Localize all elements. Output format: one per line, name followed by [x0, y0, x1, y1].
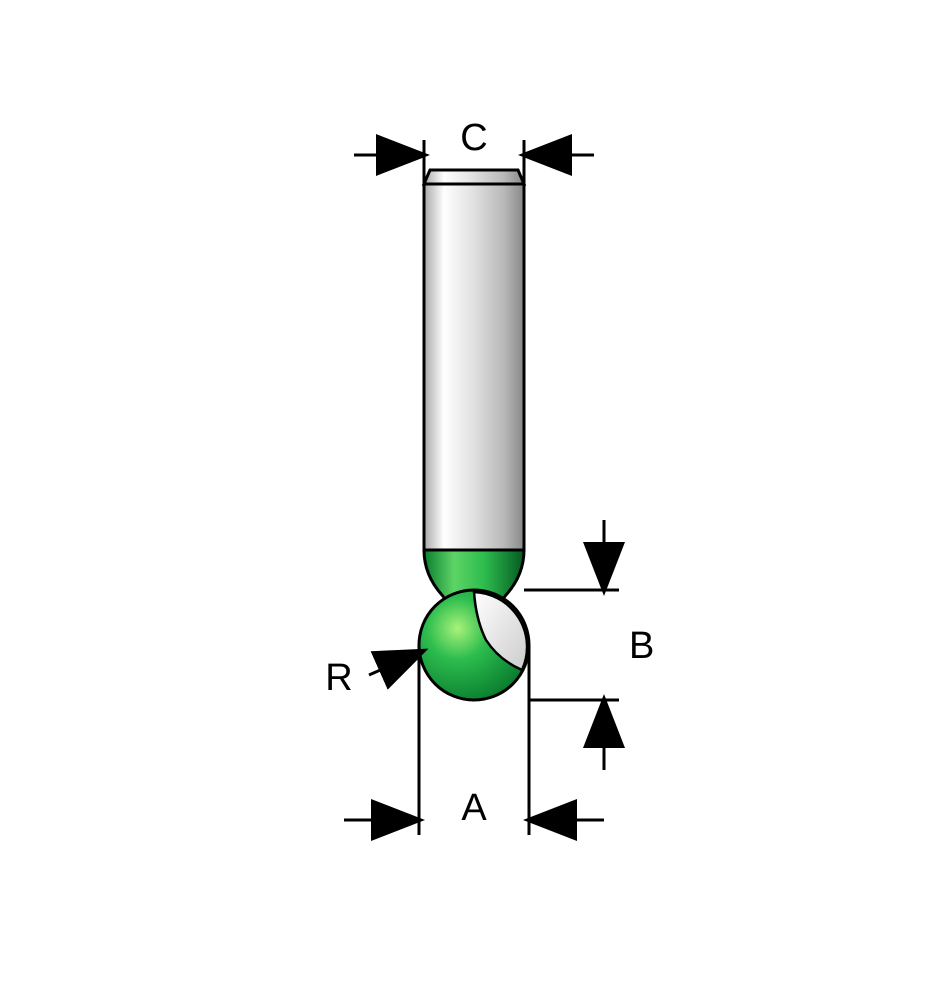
label-c: C — [460, 117, 487, 159]
label-r: R — [325, 657, 352, 699]
diagram-svg: C A B R — [214, 100, 714, 900]
dimension-b: B — [524, 520, 654, 770]
shank-body — [424, 184, 524, 550]
label-a: A — [461, 787, 487, 829]
router-bit-diagram: C A B R — [214, 100, 714, 900]
shank-top-chamfer — [424, 170, 524, 184]
dimension-r: R — [325, 651, 423, 699]
label-b: B — [629, 625, 654, 667]
